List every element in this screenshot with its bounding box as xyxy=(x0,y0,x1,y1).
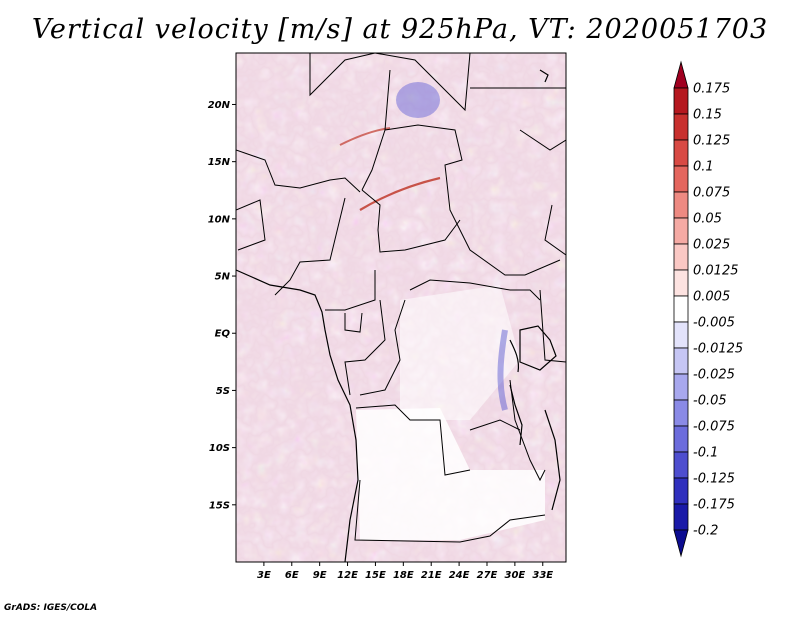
colorbar-swatch xyxy=(673,139,689,167)
downdraft-zone xyxy=(396,82,440,118)
colorbar-label: 0.175 xyxy=(693,82,730,97)
colorbar-swatch xyxy=(673,60,689,89)
colorbar-label: -0.175 xyxy=(693,498,735,513)
colorbar-swatch xyxy=(673,243,689,271)
colorbar-swatch xyxy=(673,399,689,427)
colorbar-label: -0.0125 xyxy=(693,342,743,357)
calm-region-center xyxy=(400,285,520,420)
colorbar-label: 0.1 xyxy=(693,160,714,175)
colorbar-label: 0.15 xyxy=(693,108,722,123)
colorbar-label: 0.005 xyxy=(693,290,730,305)
lat-tick-label: 10S xyxy=(209,443,230,454)
colorbar-swatch xyxy=(673,529,689,558)
colorbar-swatch xyxy=(673,425,689,453)
colorbar-swatch xyxy=(673,269,689,297)
updraft-streak xyxy=(359,176,441,211)
colorbar-swatch xyxy=(673,321,689,349)
lon-tick-label: 27E xyxy=(477,570,498,581)
colorbar-label: -0.005 xyxy=(693,316,735,331)
colorbar-label: 0.0125 xyxy=(693,264,739,279)
latitude-axis: 20N 15N 10N 5N EQ 5S 10S 15S xyxy=(208,100,236,511)
velocity-field xyxy=(236,53,566,562)
updraft-streak xyxy=(339,127,391,146)
colorbar-swatch xyxy=(673,295,689,323)
colorbar-swatch xyxy=(673,165,689,193)
lon-tick-label: 12E xyxy=(337,570,358,581)
colorbar-label: -0.025 xyxy=(693,368,735,383)
map-frame xyxy=(235,52,567,563)
country-borders xyxy=(236,53,566,543)
colorbar-label: 0.05 xyxy=(693,212,722,227)
chart-title: Vertical velocity [m/s] at 925hPa, VT: 2… xyxy=(31,14,769,45)
footer-credit: GrADS: IGES/COLA xyxy=(4,603,98,613)
lon-tick-label: 21E xyxy=(421,570,442,581)
lat-tick-label: 5N xyxy=(215,272,231,283)
colorbar-label: -0.125 xyxy=(693,472,735,487)
colorbar-swatch xyxy=(673,347,689,375)
colorbar-label: 0.125 xyxy=(693,134,730,149)
lat-tick-label: 10N xyxy=(208,214,231,225)
colorbar-label: -0.075 xyxy=(693,420,735,435)
colorbar-label: -0.05 xyxy=(693,394,727,409)
lat-tick-label: 15S xyxy=(209,500,230,511)
lon-tick-label: 24E xyxy=(449,570,470,581)
colorbar-swatch xyxy=(673,87,689,115)
colorbar-swatch xyxy=(673,113,689,141)
lon-tick-label: 6E xyxy=(285,570,299,581)
lat-tick-label: EQ xyxy=(215,329,231,340)
lon-tick-label: 30E xyxy=(504,570,525,581)
colorbar-swatch xyxy=(673,477,689,505)
longitude-axis: 3E 6E 9E 12E 15E 18E 21E 24E 27E 30E 33E xyxy=(257,562,553,581)
colorbar-swatch xyxy=(673,451,689,479)
lat-tick-label: 15N xyxy=(208,157,231,168)
colorbar: 0.175 0.15 0.125 0.1 0.075 0.05 0.025 0.0125 0.0… xyxy=(673,60,743,558)
colorbar-label: 0.025 xyxy=(693,238,730,253)
downdraft-band xyxy=(497,329,508,411)
colorbar-label: -0.1 xyxy=(693,446,718,461)
colorbar-label: -0.2 xyxy=(693,524,718,539)
lon-tick-label: 18E xyxy=(393,570,414,581)
lat-tick-label: 20N xyxy=(208,100,231,111)
lon-tick-label: 3E xyxy=(257,570,271,581)
colorbar-swatch xyxy=(673,191,689,219)
lon-tick-label: 33E xyxy=(532,570,553,581)
lon-tick-label: 9E xyxy=(313,570,327,581)
colorbar-swatch xyxy=(673,217,689,245)
coastline xyxy=(236,69,561,562)
colorbar-label: 0.075 xyxy=(693,186,730,201)
lon-tick-label: 15E xyxy=(365,570,386,581)
lat-tick-label: 5S xyxy=(216,386,230,397)
colorbar-swatch xyxy=(673,503,689,531)
colorbar-swatch xyxy=(673,373,689,401)
